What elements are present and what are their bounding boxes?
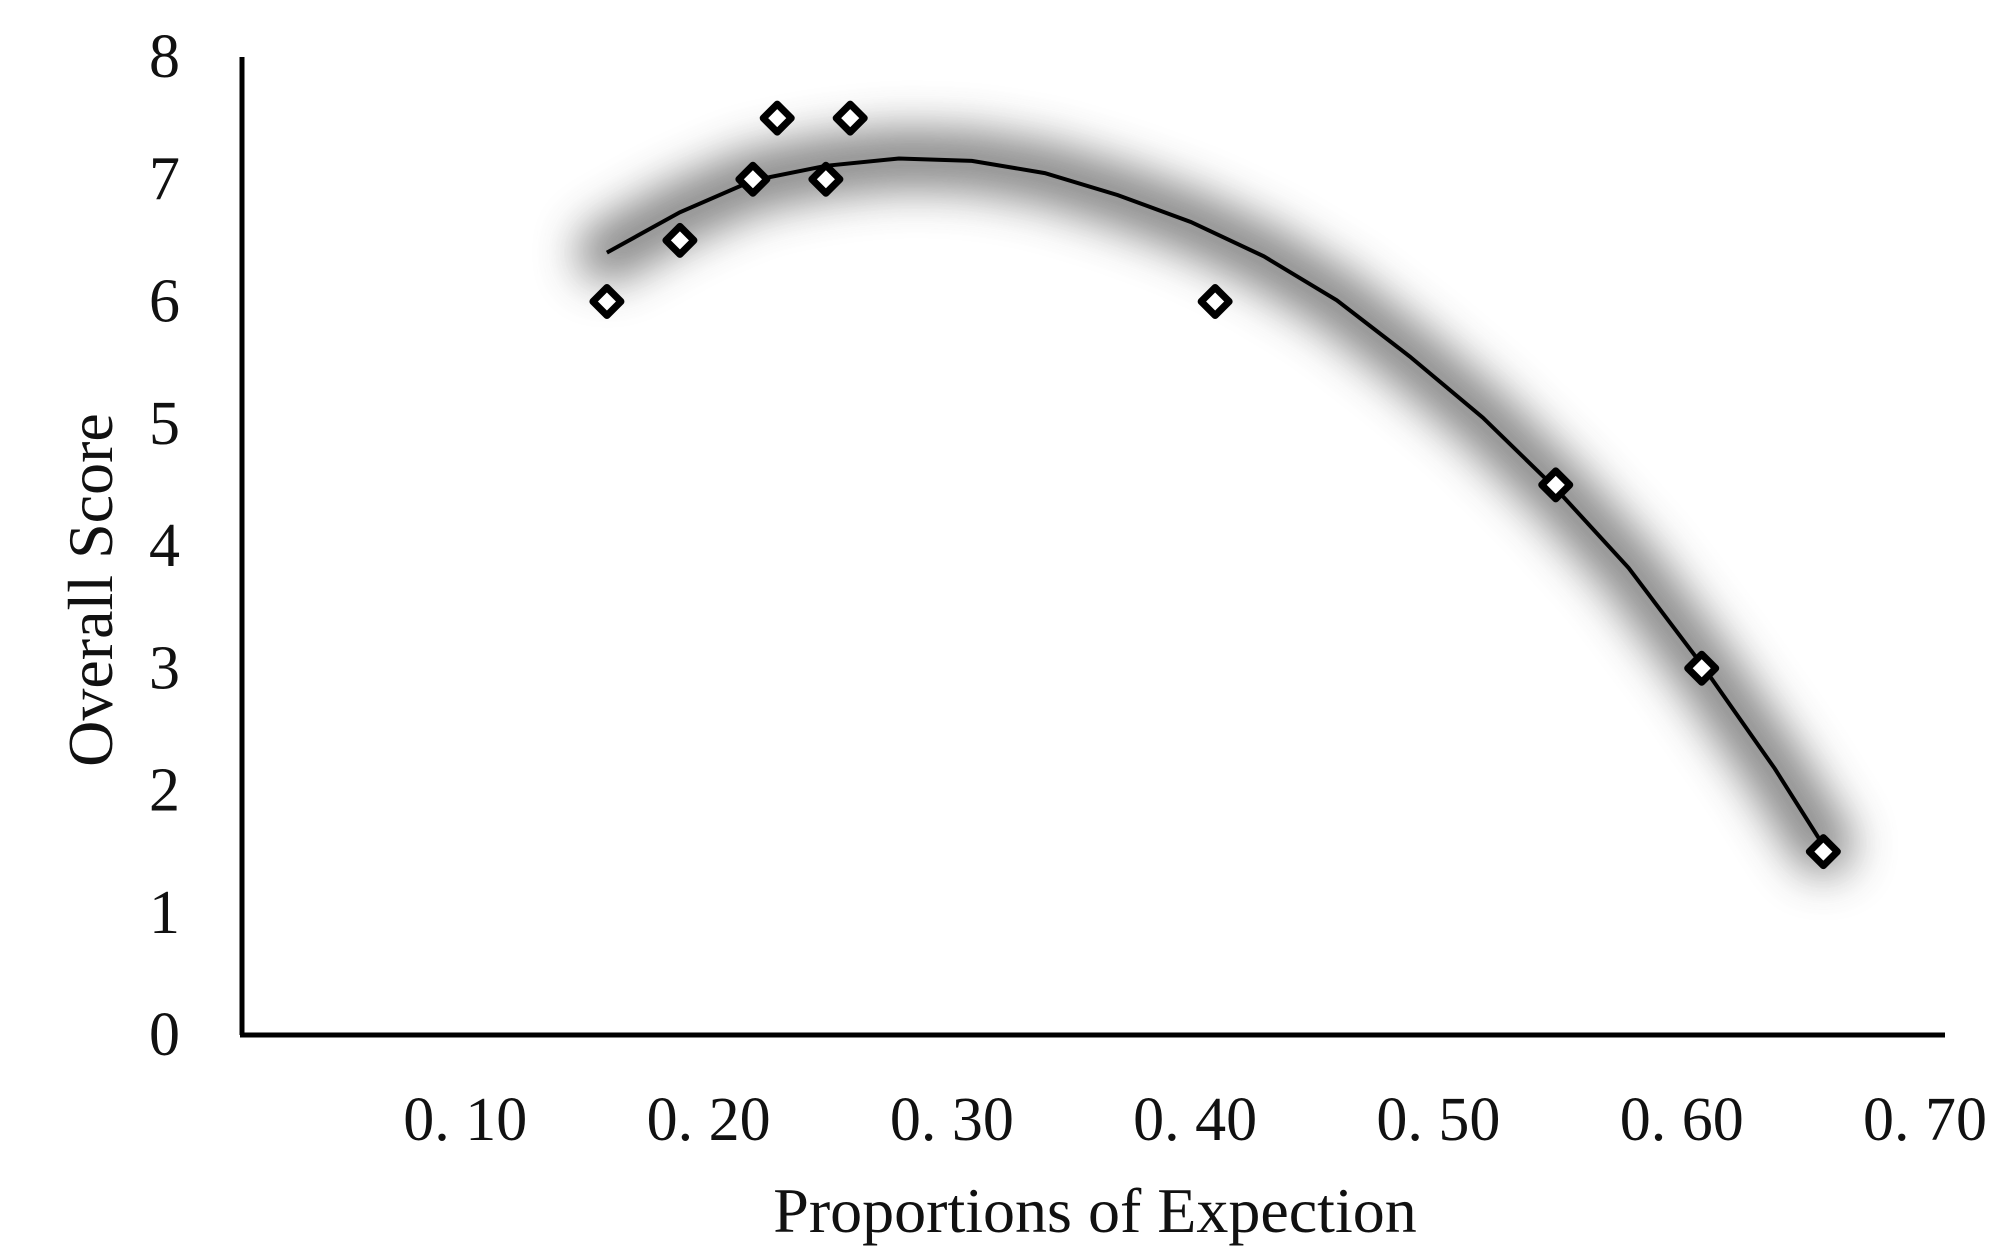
y-tick-label: 5 — [149, 390, 180, 458]
data-point — [808, 161, 844, 197]
x-tick-label: 0. 30 — [890, 1086, 1014, 1154]
y-tick-labels: 0 1 2 3 4 5 6 7 8 — [149, 23, 180, 1069]
x-tick-label: 0. 60 — [1620, 1086, 1744, 1154]
data-point — [1197, 284, 1233, 319]
y-tick-label: 2 — [149, 757, 180, 825]
data-points — [589, 100, 1841, 870]
x-tick-label: 0. 20 — [647, 1086, 771, 1154]
y-tick-label: 6 — [149, 268, 180, 336]
axes — [239, 57, 1945, 1038]
x-tick-label: 0. 50 — [1376, 1086, 1500, 1154]
y-tick-label: 1 — [149, 879, 180, 947]
data-point — [662, 222, 698, 258]
data-point — [735, 161, 771, 197]
data-point — [589, 284, 625, 319]
y-tick-label: 4 — [149, 512, 180, 580]
x-tick-label: 0. 40 — [1133, 1086, 1257, 1154]
data-point — [832, 100, 868, 136]
y-axis-title: Overall Score — [55, 413, 126, 767]
data-point — [1805, 834, 1841, 870]
data-point — [1538, 467, 1574, 503]
data-point — [759, 100, 795, 136]
x-tick-labels: 0. 10 0. 20 0. 30 0. 40 0. 50 0. 60 0. 70 — [403, 1086, 1987, 1154]
trendline-glow — [576, 128, 1854, 876]
y-tick-label: 0 — [149, 1001, 180, 1069]
y-tick-label: 7 — [149, 145, 180, 213]
x-tick-label: 0. 70 — [1863, 1086, 1987, 1154]
y-tick-label: 8 — [149, 23, 180, 91]
x-axis-title: Proportions of Expection — [773, 1175, 1416, 1246]
trendline — [605, 156, 1826, 847]
y-tick-label: 3 — [149, 634, 180, 702]
data-point — [1684, 650, 1720, 686]
x-tick-label: 0. 10 — [403, 1086, 527, 1154]
trendline-layer — [576, 128, 1854, 876]
